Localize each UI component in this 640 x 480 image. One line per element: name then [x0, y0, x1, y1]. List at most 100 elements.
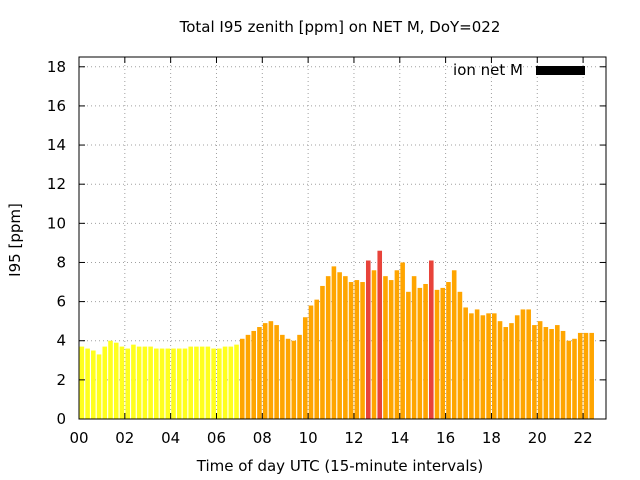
bar — [394, 270, 400, 419]
bar — [274, 325, 279, 419]
bars — [79, 250, 594, 419]
bar — [457, 291, 463, 419]
bar — [428, 260, 434, 419]
legend: ion net M — [453, 61, 585, 79]
bar — [113, 342, 119, 419]
bar — [262, 323, 268, 419]
bar — [239, 338, 245, 419]
y-tick-label: 12 — [47, 175, 66, 193]
bar — [108, 340, 113, 419]
plot-frame — [78, 56, 607, 420]
x-tick-label: 18 — [482, 429, 501, 447]
bar — [79, 346, 85, 419]
bar — [291, 340, 297, 419]
bar — [377, 250, 383, 419]
bar — [182, 348, 188, 419]
bar — [343, 276, 348, 419]
bar — [514, 315, 520, 419]
bar — [205, 346, 211, 419]
bar — [320, 285, 325, 419]
bar — [423, 283, 428, 419]
bar — [131, 344, 136, 419]
gridlines — [79, 57, 606, 419]
bar — [406, 291, 411, 419]
bar — [119, 346, 125, 419]
y-tick-label: 18 — [47, 58, 66, 76]
bar — [486, 313, 491, 419]
bar — [257, 327, 262, 419]
bar — [211, 348, 216, 419]
x-tick-label: 08 — [253, 429, 272, 447]
bar — [125, 348, 130, 419]
bar — [583, 332, 589, 419]
bar — [388, 280, 394, 419]
x-tick-label: 16 — [436, 429, 455, 447]
bar — [383, 276, 388, 419]
bar — [577, 332, 583, 419]
bar — [354, 280, 360, 419]
bar — [589, 332, 594, 419]
bar — [526, 309, 531, 419]
bar — [222, 346, 228, 419]
x-tick-label: 14 — [390, 429, 409, 447]
x-tick-label: 04 — [161, 429, 180, 447]
bar — [228, 346, 234, 419]
bar — [434, 289, 440, 419]
y-tick-label: 16 — [47, 97, 66, 115]
x-tick-label: 12 — [344, 429, 363, 447]
y-tick-label: 2 — [56, 371, 66, 389]
bar — [371, 270, 377, 419]
bar — [308, 305, 314, 419]
bar — [400, 262, 405, 419]
y-tick-label: 4 — [56, 332, 66, 350]
bar — [497, 321, 503, 419]
bar — [331, 266, 337, 419]
bar — [451, 270, 457, 419]
bar — [365, 260, 371, 419]
bar — [199, 346, 205, 419]
bar — [348, 282, 354, 419]
bar — [102, 346, 108, 419]
bar — [142, 346, 148, 419]
bar — [268, 321, 274, 419]
bar — [509, 323, 514, 419]
y-tick-label: 8 — [56, 253, 66, 271]
x-tick-label: 02 — [115, 429, 134, 447]
bar — [159, 348, 165, 419]
bar — [325, 276, 331, 419]
bar — [165, 348, 171, 419]
bar — [285, 338, 291, 419]
bar — [251, 330, 257, 419]
bar — [543, 327, 549, 419]
bar — [176, 348, 182, 419]
y-tick-label: 14 — [47, 136, 66, 154]
bar — [245, 334, 251, 419]
y-axis-label: I95 [ppm] — [6, 203, 24, 277]
bar — [532, 325, 537, 419]
bar — [234, 344, 239, 419]
x-tick-label: 22 — [574, 429, 593, 447]
bar — [469, 313, 474, 419]
x-tick-label: 20 — [528, 429, 547, 447]
bar — [194, 346, 199, 419]
bar — [560, 330, 566, 419]
bar — [280, 334, 285, 419]
bar — [314, 299, 320, 419]
legend-label: ion net M — [453, 61, 523, 79]
bar — [360, 282, 365, 419]
bar — [440, 287, 446, 419]
y-tick-label: 10 — [47, 214, 66, 232]
x-tick-label: 00 — [69, 429, 88, 447]
bar — [302, 317, 308, 419]
bar — [411, 276, 417, 419]
bar — [463, 307, 468, 419]
chart-title: Total I95 zenith [ppm] on NET M, DoY=022 — [179, 18, 501, 36]
bar — [480, 315, 486, 419]
bar — [154, 348, 159, 419]
bar — [549, 328, 554, 419]
bar — [171, 348, 176, 419]
bar — [555, 325, 560, 419]
x-tick-label: 06 — [207, 429, 226, 447]
